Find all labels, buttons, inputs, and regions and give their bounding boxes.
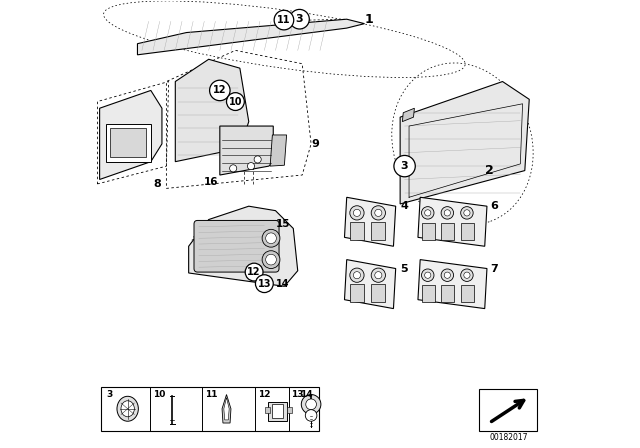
Text: 12: 12 [258,390,271,399]
Polygon shape [284,19,290,26]
Text: 11: 11 [205,390,217,399]
Text: 4: 4 [400,201,408,211]
Polygon shape [224,398,229,420]
FancyBboxPatch shape [194,220,279,272]
Text: 00182017: 00182017 [489,433,527,442]
Ellipse shape [117,396,138,421]
Circle shape [350,206,364,220]
Text: 16: 16 [204,177,218,187]
Text: 13: 13 [257,279,271,289]
Polygon shape [400,82,529,204]
Polygon shape [175,59,249,162]
Text: 9: 9 [312,139,319,149]
Polygon shape [344,197,396,246]
Bar [350,284,364,302]
Text: 10: 10 [154,390,166,399]
Circle shape [375,271,382,279]
Circle shape [394,155,415,177]
Circle shape [227,93,244,111]
Circle shape [424,272,431,278]
Bar [101,387,319,431]
Text: 5: 5 [400,263,408,274]
Bar [422,285,435,302]
Circle shape [306,399,316,409]
Circle shape [266,233,276,244]
Text: 14: 14 [300,390,313,399]
Text: 7: 7 [490,263,498,274]
Bar [272,404,284,418]
Text: 1: 1 [365,13,373,26]
Bar [371,284,385,302]
Bar [287,407,292,413]
Circle shape [422,207,434,219]
Polygon shape [189,206,298,286]
Polygon shape [270,135,287,166]
Text: 12: 12 [213,86,227,95]
Circle shape [301,395,321,414]
Bar [461,223,474,240]
Bar [110,128,147,157]
Text: 12: 12 [247,267,261,277]
Circle shape [371,268,385,282]
Circle shape [353,209,360,216]
Bar [422,223,435,240]
Circle shape [353,271,360,279]
Circle shape [255,275,273,293]
Circle shape [464,210,470,216]
Circle shape [441,269,454,281]
Circle shape [371,206,385,220]
Bar [479,389,537,431]
Ellipse shape [121,401,134,417]
Bar [106,124,151,162]
Bar [441,223,454,240]
Bar [371,222,385,240]
Text: 14: 14 [275,279,289,289]
Circle shape [444,272,451,278]
Text: 15: 15 [275,219,290,229]
Bar [268,402,287,421]
Circle shape [375,209,382,216]
Polygon shape [100,90,162,180]
Circle shape [444,210,451,216]
Bar [350,222,364,240]
Text: 11: 11 [277,15,291,25]
Text: 10: 10 [228,97,242,107]
Circle shape [290,9,309,29]
Bar [461,285,474,302]
Circle shape [245,263,263,281]
Text: 6: 6 [490,201,498,211]
Circle shape [461,269,473,281]
Circle shape [209,80,230,101]
Circle shape [266,254,276,265]
Polygon shape [418,197,487,246]
Polygon shape [418,260,487,309]
Text: 13: 13 [291,390,303,399]
Text: 2: 2 [484,164,493,177]
Polygon shape [344,260,396,309]
Bar [441,285,454,302]
Circle shape [230,165,237,172]
Circle shape [422,269,434,281]
Polygon shape [138,19,365,55]
Bar [265,407,269,413]
Text: 3: 3 [401,161,408,171]
Circle shape [248,163,255,170]
Circle shape [305,409,317,421]
Polygon shape [222,395,231,423]
Polygon shape [220,126,273,175]
Circle shape [441,207,454,219]
Circle shape [262,229,280,247]
Text: 3: 3 [106,390,113,399]
Circle shape [254,156,261,163]
Circle shape [262,251,280,268]
Circle shape [461,207,473,219]
Text: 3: 3 [296,14,303,24]
Circle shape [424,210,431,216]
Polygon shape [403,108,414,121]
Circle shape [274,10,294,30]
Circle shape [350,268,364,282]
Circle shape [464,272,470,278]
Text: 8: 8 [154,179,161,189]
